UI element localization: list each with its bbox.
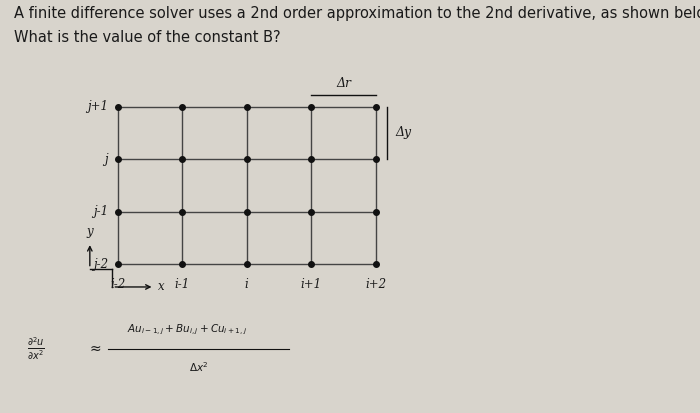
Text: j-1: j-1: [93, 205, 108, 218]
Text: $Au_{i-1,j}+Bu_{i,j}+Cu_{i+1,j}$: $Au_{i-1,j}+Bu_{i,j}+Cu_{i+1,j}$: [127, 323, 247, 337]
Text: i: i: [245, 278, 248, 290]
Text: i-1: i-1: [174, 278, 190, 290]
Text: y: y: [87, 225, 93, 238]
Text: x: x: [158, 280, 164, 294]
Text: $\Delta x^2$: $\Delta x^2$: [188, 360, 208, 374]
Text: i+2: i+2: [365, 278, 386, 290]
Text: j-2: j-2: [93, 258, 108, 271]
Text: ≈: ≈: [89, 342, 101, 356]
Text: Δr: Δr: [336, 77, 351, 90]
Text: A finite difference solver uses a 2nd order approximation to the 2nd derivative,: A finite difference solver uses a 2nd or…: [14, 6, 700, 21]
Text: j: j: [104, 153, 108, 166]
Text: j+1: j+1: [87, 100, 108, 113]
Text: i+1: i+1: [301, 278, 322, 290]
Text: Δy: Δy: [395, 126, 412, 139]
Text: i-2: i-2: [110, 278, 125, 290]
Text: What is the value of the constant B?: What is the value of the constant B?: [14, 30, 281, 45]
Text: $\frac{\partial^2 u}{\partial x^2}$: $\frac{\partial^2 u}{\partial x^2}$: [27, 335, 45, 362]
